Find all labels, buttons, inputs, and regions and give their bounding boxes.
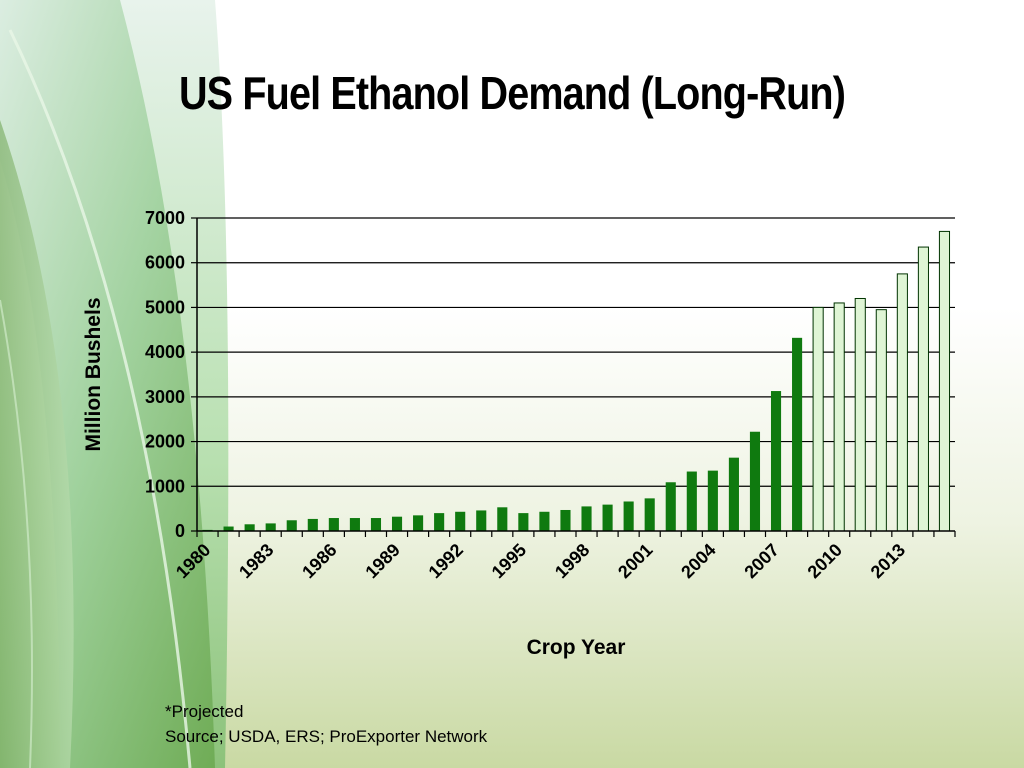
footnotes: *Projected Source; USDA, ERS; ProExporte… bbox=[165, 699, 487, 749]
bar-actual bbox=[286, 520, 297, 531]
bar-projected bbox=[812, 306, 824, 532]
bar-actual bbox=[328, 518, 339, 531]
x-tick-label: 1983 bbox=[235, 540, 277, 582]
bar-actual bbox=[728, 457, 739, 531]
bar-actual bbox=[623, 501, 634, 531]
x-tick-label: 1998 bbox=[551, 540, 593, 582]
bar-actual bbox=[665, 482, 676, 531]
x-tick-label: 1992 bbox=[425, 540, 467, 582]
y-tick-label: 6000 bbox=[145, 253, 185, 273]
bar-actual bbox=[497, 507, 508, 531]
bar-projected bbox=[917, 246, 929, 532]
x-tick-label: 2007 bbox=[740, 540, 782, 582]
bar-actual bbox=[455, 511, 466, 531]
bar-actual bbox=[770, 391, 782, 531]
bar-actual bbox=[644, 498, 655, 531]
bar-projected bbox=[896, 273, 908, 532]
bar-actual bbox=[223, 526, 234, 531]
x-tick-label: 2010 bbox=[804, 540, 846, 582]
y-tick-label: 7000 bbox=[145, 208, 185, 228]
projected-footnote: *Projected bbox=[165, 702, 244, 721]
bar-actual bbox=[792, 337, 803, 531]
y-tick-label: 4000 bbox=[145, 342, 185, 362]
bar-actual bbox=[370, 518, 382, 531]
bar-actual bbox=[560, 509, 571, 531]
bar-actual bbox=[244, 524, 255, 531]
bar-actual bbox=[349, 518, 360, 531]
bar-actual bbox=[434, 513, 445, 531]
bar-actual bbox=[476, 510, 487, 531]
x-tick-label: 1980 bbox=[172, 540, 214, 582]
y-tick-label: 2000 bbox=[145, 432, 185, 452]
x-tick-label: 1986 bbox=[298, 540, 340, 582]
bar-projected bbox=[833, 302, 845, 532]
bar-actual bbox=[518, 513, 529, 531]
x-tick-label: 2004 bbox=[677, 540, 719, 582]
y-axis-title: Million Bushels bbox=[82, 297, 105, 451]
x-tick-label: 1989 bbox=[361, 540, 403, 582]
gridlines bbox=[197, 217, 955, 487]
bar-actual bbox=[749, 431, 761, 531]
bar-actual bbox=[307, 518, 318, 531]
bar-projected bbox=[875, 309, 887, 532]
bar-actual bbox=[265, 523, 276, 531]
bar-actual bbox=[707, 470, 718, 531]
x-axis-ticks: 1980 1983 1986 1989 1992 1995 1998 2001 2004 2007… bbox=[172, 531, 956, 582]
x-tick-label: 2013 bbox=[867, 540, 909, 582]
x-tick-label: 2001 bbox=[614, 540, 656, 582]
bar-projected bbox=[854, 297, 866, 532]
slide-title: US Fuel Ethanol Demand (Long-Run) bbox=[178, 67, 846, 119]
bar-projected bbox=[938, 230, 951, 532]
bar-actual bbox=[686, 471, 697, 531]
source-note: Source; USDA, ERS; ProExporter Network bbox=[165, 727, 488, 746]
bar-actual bbox=[413, 515, 424, 531]
y-tick-label: 1000 bbox=[145, 476, 185, 496]
bar-actual bbox=[602, 504, 613, 531]
y-tick-label: 3000 bbox=[145, 387, 185, 407]
y-tick-label: 5000 bbox=[145, 297, 185, 317]
bar-actual bbox=[391, 516, 403, 531]
x-axis-title: Crop Year bbox=[527, 636, 626, 659]
bar-actual bbox=[581, 506, 592, 531]
y-axis-ticks: 0 1000 2000 3000 4000 5000 6000 7000 bbox=[145, 208, 197, 541]
y-tick-label: 0 bbox=[175, 521, 185, 541]
bar-actual bbox=[539, 511, 550, 531]
x-tick-label: 1995 bbox=[488, 540, 530, 582]
